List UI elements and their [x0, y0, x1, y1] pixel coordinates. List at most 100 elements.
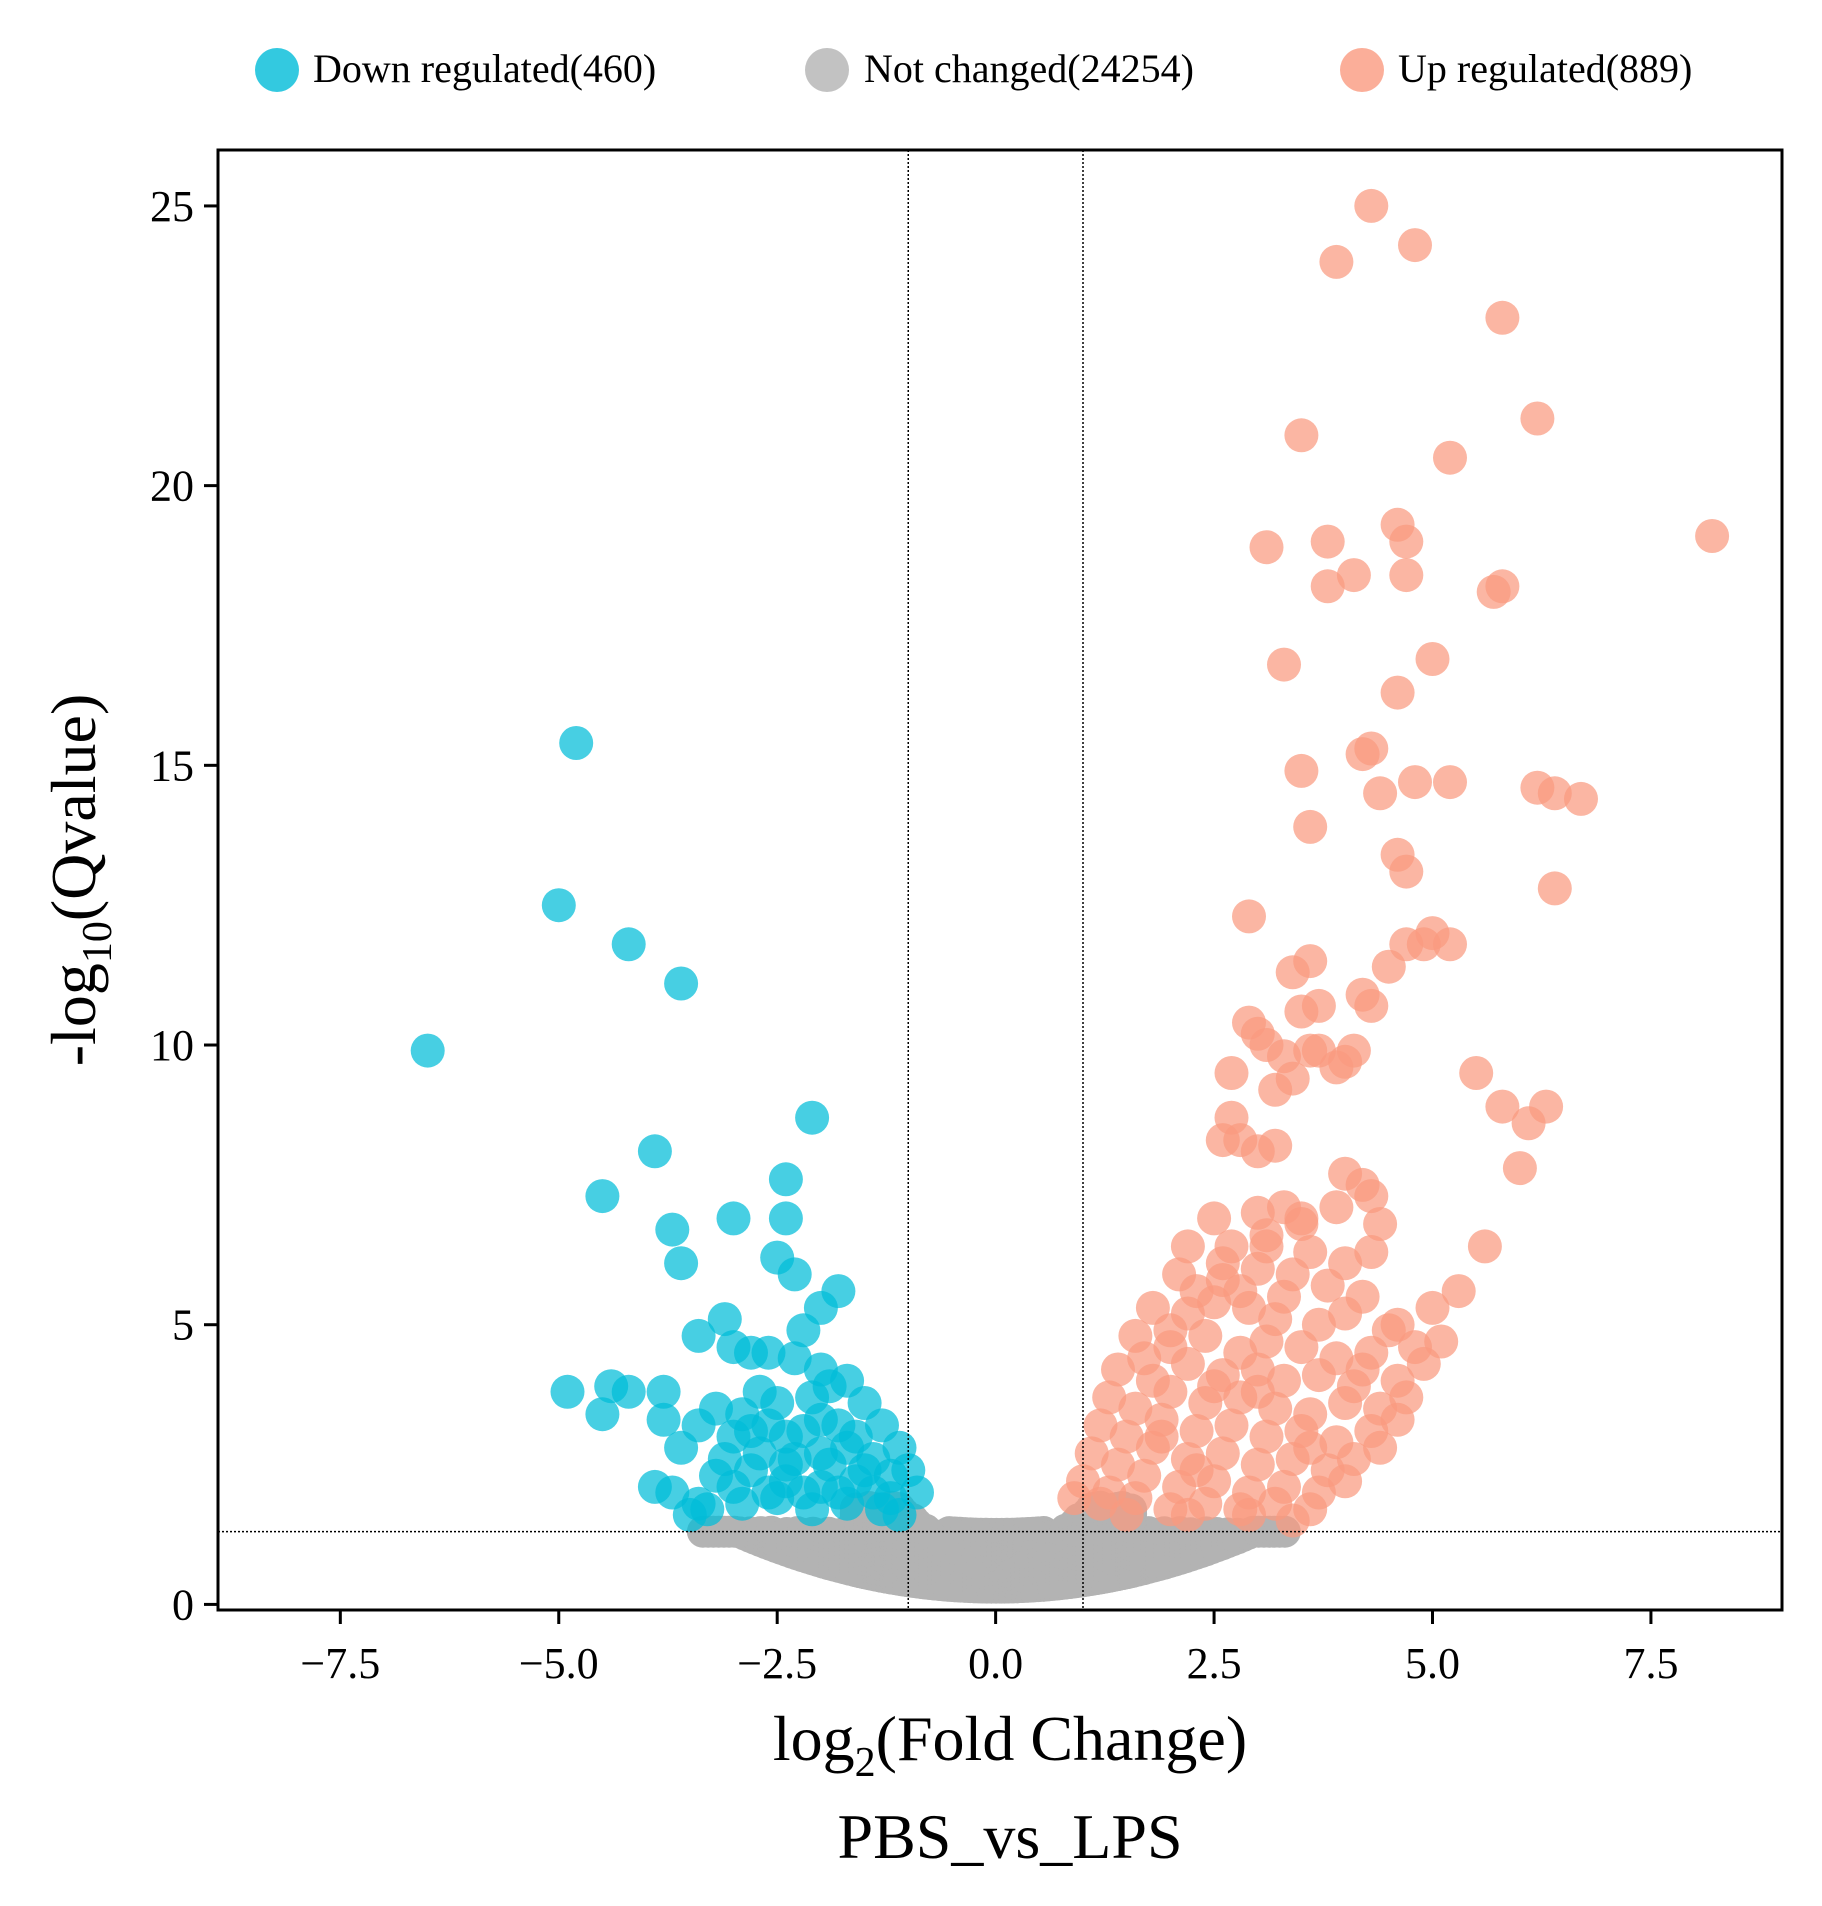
x-tick-label-2: −2.5: [737, 1639, 817, 1688]
up-point-24: [1433, 765, 1467, 800]
up-point-82: [1467, 1229, 1502, 1264]
x-axis-title-rest: (Fold Change): [876, 1703, 1248, 1774]
up-point-104: [1284, 1330, 1319, 1365]
up-point-87: [1310, 1268, 1345, 1303]
up-point-172: [1205, 1246, 1240, 1281]
up-point-129: [1083, 1408, 1118, 1443]
up-point-36: [1406, 927, 1441, 962]
up-point-96: [1328, 1296, 1363, 1331]
down-point-17: [786, 1313, 821, 1348]
up-point-16: [1485, 569, 1520, 604]
down-point-64: [725, 1486, 760, 1521]
legend-label-down: Down regulated(460): [313, 46, 656, 91]
up-point-27: [1537, 776, 1572, 811]
up-point-74: [1319, 1190, 1354, 1225]
x-tick-label-1: −5.0: [519, 1639, 599, 1688]
up-point-178: [1127, 1341, 1162, 1376]
up-point-44: [1301, 988, 1336, 1023]
up-point-174: [1284, 1201, 1319, 1236]
down-point-34: [646, 1374, 681, 1409]
up-point-31: [1389, 854, 1424, 889]
up-point-39: [1371, 949, 1406, 984]
down-point-11: [768, 1162, 803, 1197]
down-point-65: [760, 1481, 795, 1516]
down-point-63: [690, 1492, 725, 1527]
legend: Down regulated(460) Not changed(24254) U…: [255, 46, 1692, 92]
up-point-19: [1380, 675, 1415, 710]
down-point-76: [812, 1369, 847, 1404]
down-point-81: [725, 1397, 760, 1432]
legend-label-not-changed: Not changed(24254): [864, 46, 1194, 91]
up-point-115: [1301, 1358, 1336, 1393]
up-point-75: [1363, 1207, 1398, 1241]
legend-label-up: Up regulated(889): [1398, 46, 1692, 91]
down-point-6: [585, 1179, 620, 1214]
up-point-18: [1267, 647, 1301, 682]
x-tick-label-5: 5.0: [1405, 1639, 1460, 1688]
up-point-58: [1485, 1089, 1520, 1124]
up-point-37: [1433, 927, 1467, 962]
y-tick-label-1: 5: [172, 1301, 194, 1350]
up-point-70: [1197, 1201, 1232, 1236]
down-point-82: [873, 1458, 908, 1493]
up-point-175: [1223, 1274, 1258, 1309]
down-point-33: [611, 1374, 646, 1409]
legend-marker-up: [1340, 48, 1384, 92]
up-point-139: [1074, 1436, 1109, 1471]
threshold-lines: [218, 150, 1782, 1610]
down-point-36: [646, 1402, 681, 1437]
down-point-69: [882, 1497, 917, 1532]
up-point-11: [1310, 524, 1345, 559]
legend-marker-not-changed: [805, 48, 849, 92]
plot-frame: [216, 148, 1784, 1612]
up-point-120: [1118, 1391, 1153, 1426]
up-point-111: [1170, 1346, 1205, 1381]
up-point-9: [1389, 524, 1424, 559]
down-point-39: [664, 1430, 699, 1465]
down-point-19: [681, 1318, 716, 1353]
x-axis-title-main: log: [773, 1703, 855, 1774]
up-point-76: [1170, 1229, 1205, 1264]
up-point-157: [1328, 1464, 1363, 1499]
down-point-10: [795, 1100, 830, 1135]
up-point-5: [1284, 418, 1319, 453]
up-point-32: [1537, 871, 1572, 906]
up-point-138: [1380, 1402, 1415, 1437]
up-point-54: [1214, 1056, 1249, 1090]
up-point-101: [1188, 1318, 1223, 1353]
up-point-130: [1109, 1419, 1144, 1454]
up-point-42: [1354, 988, 1389, 1023]
down-point-67: [830, 1486, 865, 1521]
up-point-167: [1170, 1497, 1205, 1532]
up-point-3: [1485, 300, 1520, 335]
down-point-70: [742, 1436, 777, 1471]
up-point-119: [1092, 1380, 1127, 1415]
up-point-7: [1695, 519, 1730, 553]
down-point-3: [611, 927, 646, 962]
up-point-25: [1363, 776, 1398, 811]
up-point-118: [1406, 1346, 1441, 1381]
up-point-81: [1354, 1235, 1389, 1269]
up-point-98: [1415, 1290, 1450, 1325]
up-point-28: [1564, 781, 1598, 816]
down-point-79: [707, 1442, 742, 1476]
up-point-181: [1179, 1453, 1214, 1488]
down-point-12: [768, 1201, 803, 1236]
x-tick-label-3: 0.0: [968, 1639, 1023, 1688]
up-point-13: [1310, 569, 1345, 604]
y-axis-title-main: -log: [38, 963, 109, 1066]
up-point-17: [1415, 642, 1450, 676]
up-point-103: [1249, 1324, 1284, 1359]
x-axis-title: log2(Fold Change): [773, 1703, 1247, 1786]
up-point-140: [1101, 1447, 1135, 1482]
up-point-126: [1328, 1386, 1363, 1420]
up-point-89: [1441, 1274, 1476, 1309]
y-tick-label-5: 25: [150, 182, 194, 231]
up-point-144: [1240, 1447, 1275, 1482]
up-point-176: [1267, 1279, 1301, 1314]
x-axis-ticks: −7.5 −5.0 −2.5 0.0 2.5 5.0 7.5: [300, 1610, 1678, 1688]
down-point-23: [777, 1341, 812, 1376]
up-point-21: [1345, 737, 1380, 772]
y-tick-label-4: 20: [150, 462, 194, 511]
